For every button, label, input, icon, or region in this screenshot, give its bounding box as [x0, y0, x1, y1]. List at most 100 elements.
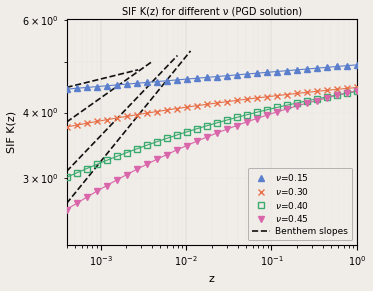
Benthem slopes — [95, 78, 100, 81]
Benthem slopes — [78, 82, 82, 86]
Benthem slopes — [99, 77, 104, 81]
$\nu$=0.40 — [214, 121, 219, 125]
$\nu$=0.30 — [264, 95, 269, 99]
Benthem slopes — [136, 68, 140, 72]
$\nu$=0.45 — [144, 163, 149, 166]
$\nu$=0.15 — [164, 79, 169, 82]
$\nu$=0.40 — [235, 116, 239, 119]
Benthem slopes — [117, 73, 121, 76]
$\nu$=0.15 — [175, 78, 179, 82]
$\nu$=0.45 — [164, 153, 169, 156]
Line: $\nu$=0.30: $\nu$=0.30 — [64, 85, 360, 130]
$\nu$=0.45 — [325, 96, 329, 100]
$\nu$=0.15 — [325, 65, 329, 69]
$\nu$=0.40 — [144, 143, 149, 147]
$\nu$=0.30 — [355, 86, 359, 89]
Benthem slopes — [75, 83, 79, 87]
Benthem slopes — [113, 74, 117, 77]
Benthem slopes — [124, 71, 129, 74]
Benthem slopes — [86, 80, 91, 84]
$\nu$=0.30 — [144, 111, 149, 115]
$\nu$=0.45 — [214, 131, 219, 135]
X-axis label: z: z — [209, 274, 214, 284]
$\nu$=0.30 — [335, 88, 339, 91]
$\nu$=0.15 — [185, 77, 189, 81]
$\nu$=0.40 — [64, 175, 69, 179]
Benthem slopes — [97, 78, 101, 81]
$\nu$=0.45 — [64, 208, 69, 211]
$\nu$=0.45 — [74, 202, 79, 205]
$\nu$=0.30 — [295, 92, 299, 95]
$\nu$=0.15 — [235, 73, 239, 77]
$\nu$=0.40 — [94, 163, 99, 166]
$\nu$=0.40 — [164, 137, 169, 140]
Benthem slopes — [79, 82, 84, 86]
$\nu$=0.30 — [204, 103, 209, 106]
Benthem slopes — [69, 85, 73, 88]
Benthem slopes — [89, 79, 94, 83]
$\nu$=0.40 — [154, 140, 159, 143]
$\nu$=0.30 — [285, 93, 289, 96]
$\nu$=0.30 — [104, 118, 109, 121]
$\nu$=0.40 — [314, 97, 319, 101]
$\nu$=0.45 — [254, 117, 259, 120]
$\nu$=0.40 — [245, 113, 249, 117]
$\nu$=0.40 — [104, 159, 109, 162]
$\nu$=0.30 — [325, 88, 329, 92]
$\nu$=0.45 — [314, 99, 319, 102]
$\nu$=0.15 — [285, 69, 289, 72]
$\nu$=0.45 — [305, 102, 309, 105]
$\nu$=0.15 — [74, 86, 79, 90]
$\nu$=0.45 — [175, 148, 179, 152]
$\nu$=0.40 — [285, 104, 289, 107]
$\nu$=0.45 — [94, 190, 99, 193]
Benthem slopes — [134, 68, 139, 72]
$\nu$=0.15 — [305, 67, 309, 71]
Line: $\nu$=0.40: $\nu$=0.40 — [64, 89, 360, 180]
$\nu$=0.30 — [154, 110, 159, 113]
Benthem slopes — [72, 84, 76, 87]
$\nu$=0.45 — [185, 144, 189, 147]
$\nu$=0.30 — [164, 108, 169, 112]
$\nu$=0.30 — [115, 116, 119, 120]
$\nu$=0.40 — [115, 155, 119, 158]
$\nu$=0.45 — [124, 173, 129, 176]
$\nu$=0.45 — [115, 178, 119, 182]
$\nu$=0.30 — [74, 123, 79, 127]
$\nu$=0.15 — [134, 81, 139, 85]
Benthem slopes — [104, 76, 108, 79]
$\nu$=0.30 — [235, 99, 239, 102]
$\nu$=0.15 — [124, 82, 129, 86]
Benthem slopes — [127, 70, 132, 74]
$\nu$=0.15 — [104, 84, 109, 88]
$\nu$=0.40 — [175, 133, 179, 137]
$\nu$=0.45 — [154, 158, 159, 161]
$\nu$=0.40 — [264, 108, 269, 111]
Benthem slopes — [98, 77, 102, 81]
Benthem slopes — [114, 73, 118, 77]
$\nu$=0.30 — [314, 90, 319, 93]
Benthem slopes — [70, 84, 75, 88]
$\nu$=0.40 — [185, 130, 189, 134]
$\nu$=0.30 — [134, 113, 139, 116]
$\nu$=0.15 — [345, 64, 349, 68]
$\nu$=0.30 — [124, 115, 129, 118]
Benthem slopes — [111, 74, 116, 78]
$\nu$=0.15 — [64, 87, 69, 91]
$\nu$=0.15 — [204, 76, 209, 79]
$\nu$=0.45 — [264, 113, 269, 117]
$\nu$=0.15 — [245, 72, 249, 76]
$\nu$=0.40 — [74, 171, 79, 175]
Benthem slopes — [118, 72, 123, 76]
Benthem slopes — [76, 83, 81, 86]
$\nu$=0.45 — [345, 91, 349, 95]
$\nu$=0.40 — [275, 106, 279, 109]
Benthem slopes — [83, 81, 88, 84]
Benthem slopes — [64, 86, 69, 89]
Benthem slopes — [105, 76, 110, 79]
$\nu$=0.15 — [295, 68, 299, 72]
$\nu$=0.40 — [194, 127, 199, 131]
Legend: $\nu$=0.15, $\nu$=0.30, $\nu$=0.40, $\nu$=0.45, Benthem slopes: $\nu$=0.15, $\nu$=0.30, $\nu$=0.40, $\nu… — [248, 168, 352, 240]
Benthem slopes — [102, 76, 107, 80]
$\nu$=0.45 — [275, 110, 279, 114]
